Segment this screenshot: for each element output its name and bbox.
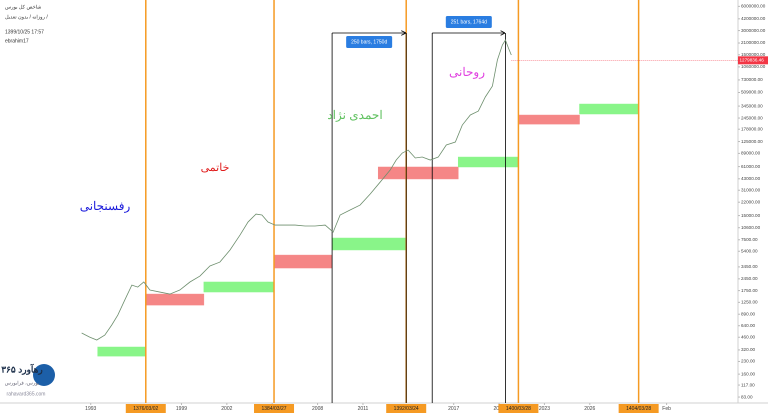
price-line xyxy=(81,39,512,341)
site: rahavard365.com xyxy=(7,391,46,397)
zone xyxy=(273,254,333,269)
era-label: روحانی xyxy=(449,65,485,79)
y-tick-label: 1060000.00 xyxy=(741,64,766,69)
term-date: 1392/03/24 xyxy=(394,406,419,412)
measure-box xyxy=(346,36,393,48)
measure-label: 251 bars, 1764d xyxy=(451,19,487,25)
current-price-tag xyxy=(738,56,768,65)
y-tick-label: 22000.00 xyxy=(741,199,761,204)
y-tick-label: 230.00 xyxy=(741,359,755,364)
y-tick-label: 125000.00 xyxy=(741,139,763,144)
term-date-box xyxy=(386,404,427,413)
term-date-box xyxy=(498,404,539,413)
x-tick-label: 2026 xyxy=(584,406,595,412)
y-tick-label: 345000.00 xyxy=(741,103,763,108)
brand: ۳۶۵ رهآورد xyxy=(1,363,43,375)
y-tick-label: 6000000.00 xyxy=(741,4,766,9)
y-tick-label: 890.00 xyxy=(741,311,755,316)
y-tick-label: 83.00 xyxy=(741,394,753,399)
zone xyxy=(203,281,275,293)
y-tick-label: 160.00 xyxy=(741,371,755,376)
zone xyxy=(377,166,459,180)
zone xyxy=(97,346,147,357)
y-tick-label: 10600.00 xyxy=(741,225,761,230)
x-tick-label: 2011 xyxy=(358,406,369,412)
y-tick-label: 61000.00 xyxy=(741,164,761,169)
y-tick-label: 640.00 xyxy=(741,323,755,328)
x-tick-label: 2002 xyxy=(221,406,232,412)
x-tick-label: 2017 xyxy=(448,406,459,412)
current-price-label: 1279836.46 xyxy=(740,58,765,63)
settings: روزانه / بدون تعدیل / xyxy=(5,14,48,20)
y-tick-label: 15000.00 xyxy=(741,213,761,218)
term-date-box xyxy=(254,404,295,413)
zone xyxy=(579,103,639,115)
y-tick-label: 43000.00 xyxy=(741,176,761,181)
term-date: 1404/03/28 xyxy=(626,406,651,412)
era-label: رفسنجانی xyxy=(80,199,131,213)
y-tick-label: 3000000.00 xyxy=(741,28,766,33)
term-date: 1376/03/02 xyxy=(133,406,158,412)
y-tick-label: 178000.00 xyxy=(741,126,763,131)
x-tick-label: Feb xyxy=(662,406,671,412)
zone xyxy=(457,156,519,168)
term-date: 1400/03/28 xyxy=(506,406,531,412)
zone xyxy=(145,293,205,306)
term-date-box xyxy=(125,404,166,413)
y-tick-label: 1500000.00 xyxy=(741,52,766,57)
era-label: خاتمی xyxy=(201,162,230,174)
y-tick-label: 117.00 xyxy=(741,382,755,387)
y-tick-label: 3450.00 xyxy=(741,264,758,269)
tagline: بورس، فرابورس xyxy=(5,380,40,386)
author: ebrahim17 xyxy=(5,38,29,44)
era-label: احمدی نژاد xyxy=(327,108,382,122)
logo-badge xyxy=(33,364,55,386)
y-tick-label: 1750.00 xyxy=(741,288,758,293)
datetime: 1399/10/25 17:57 xyxy=(5,29,44,35)
logo: ۳۶۵ رهآورد بورس، فرابورس rahavard365.com xyxy=(1,363,55,397)
y-tick-label: 1250.00 xyxy=(741,300,758,305)
x-tick-label: 1999 xyxy=(176,406,187,412)
zone xyxy=(518,114,580,125)
y-tick-label: 509000.00 xyxy=(741,90,763,95)
y-tick-label: 31000.00 xyxy=(741,187,761,192)
y-tick-label: 730000.00 xyxy=(741,77,763,82)
measure-label: 250 bars, 1750d xyxy=(351,39,387,45)
y-tick-label: 320.00 xyxy=(741,347,755,352)
symbol: شاخص کل بورس xyxy=(5,4,41,10)
y-tick-label: 460.00 xyxy=(741,334,755,339)
zone xyxy=(331,237,407,251)
y-tick-label: 4200000.00 xyxy=(741,16,766,21)
x-tick-label: 2023 xyxy=(539,406,550,412)
measure-box xyxy=(445,16,492,28)
y-tick-label: 2450.00 xyxy=(741,276,758,281)
term-date: 1384/03/27 xyxy=(262,406,287,412)
term-date-box xyxy=(618,404,659,413)
y-tick-label: 89000.00 xyxy=(741,151,761,156)
x-tick-label: 2008 xyxy=(312,406,323,412)
y-tick-label: 7500.00 xyxy=(741,237,758,242)
y-tick-label: 5400.00 xyxy=(741,248,758,253)
y-tick-label: 245000.00 xyxy=(741,115,763,120)
y-tick-label: 2100000.00 xyxy=(741,40,766,45)
x-tick-label: 1993 xyxy=(85,406,96,412)
